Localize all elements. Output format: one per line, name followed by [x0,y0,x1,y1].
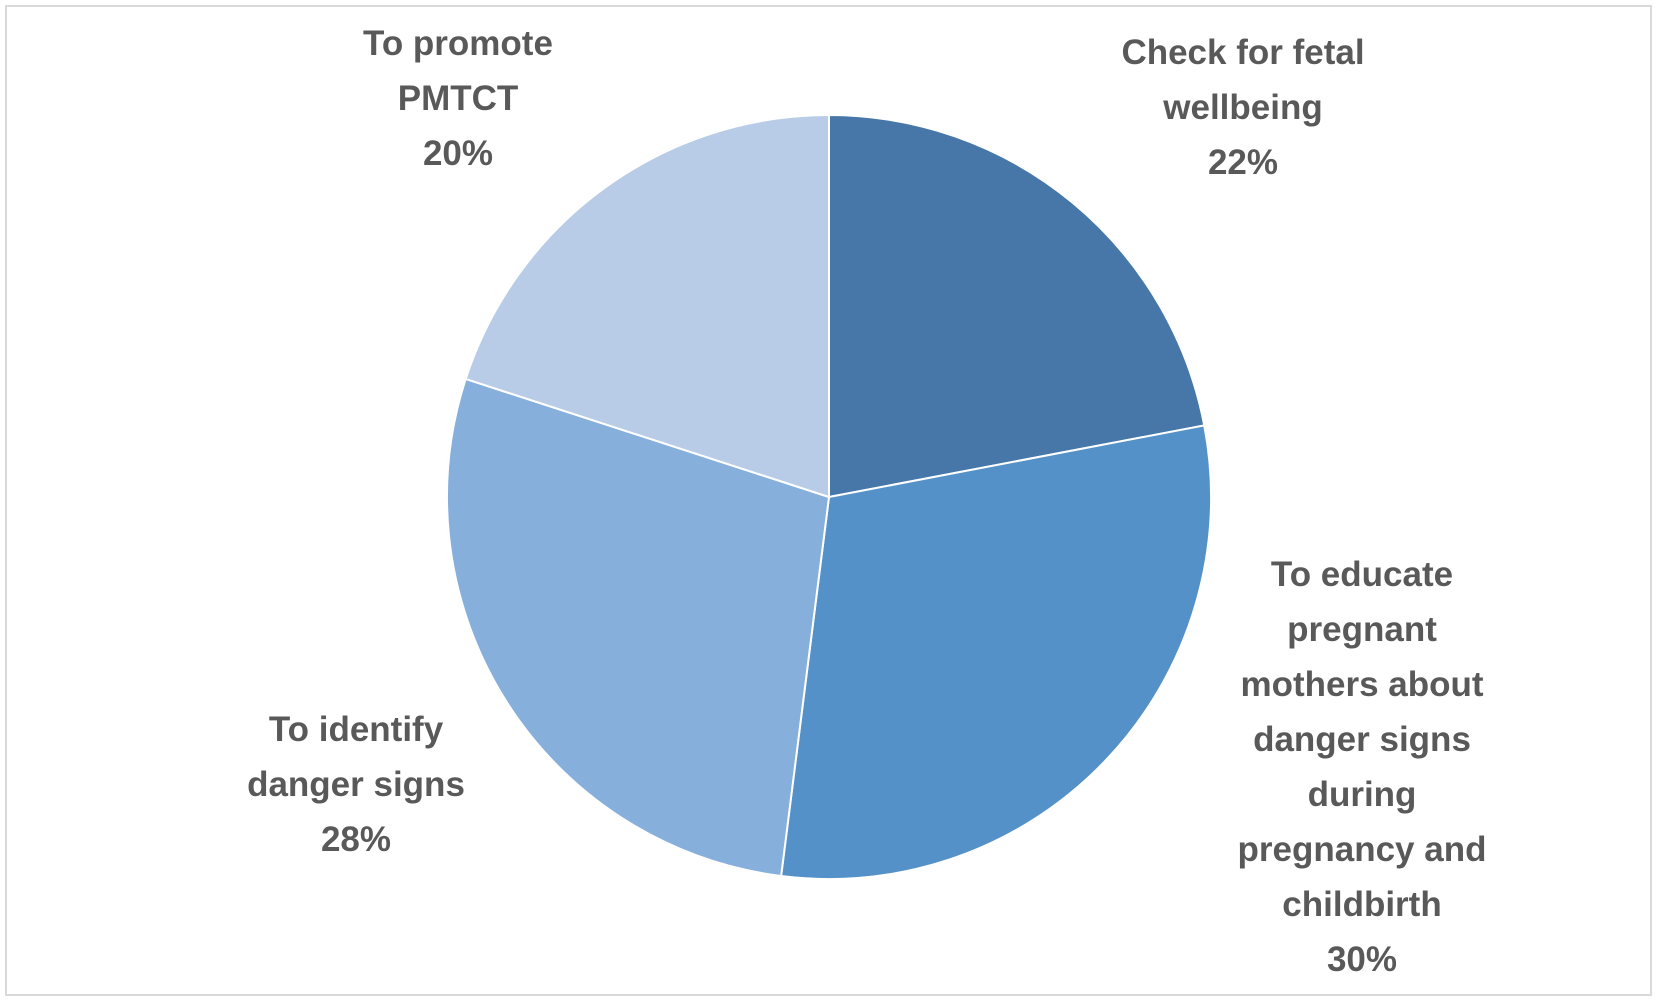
data-label-line: childbirth [1282,885,1441,924]
data-label-line: To educate [1271,555,1453,594]
data-label-line: To promote [363,24,553,63]
data-label-2: To educate pregnant mothers about danger si… [1238,555,1487,979]
pie-slice-4 [464,113,830,499]
data-label-line: pregnancy and [1238,830,1487,869]
pie-slice-2 [780,424,1212,880]
data-label-line: danger signs [247,765,465,804]
data-label-line: Check for fetal [1121,33,1364,72]
data-label-line: danger signs [1253,720,1471,759]
data-label-4: To promote PMTCT 20% [363,24,553,173]
data-label-line: 20% [423,134,493,173]
data-label-line: To identify [269,710,444,749]
data-label-line: 22% [1208,143,1278,182]
data-label-line: mothers about [1240,665,1483,704]
pie-slices [446,113,1212,880]
data-label-line: PMTCT [398,79,519,118]
data-label-line: 28% [321,820,391,859]
data-label-line: 30% [1327,940,1397,979]
data-label-line: pregnant [1287,610,1437,649]
data-label-3: To identify danger signs 28% [247,710,465,859]
data-label-line: during [1308,775,1417,814]
pie-slice-1 [828,113,1206,499]
data-label-1: Check for fetal wellbeing 22% [1121,33,1364,182]
pie-slice-3 [446,377,831,878]
data-label-line: wellbeing [1162,88,1322,127]
data-labels: Check for fetal wellbeing 22% To educate pre… [247,24,1486,979]
